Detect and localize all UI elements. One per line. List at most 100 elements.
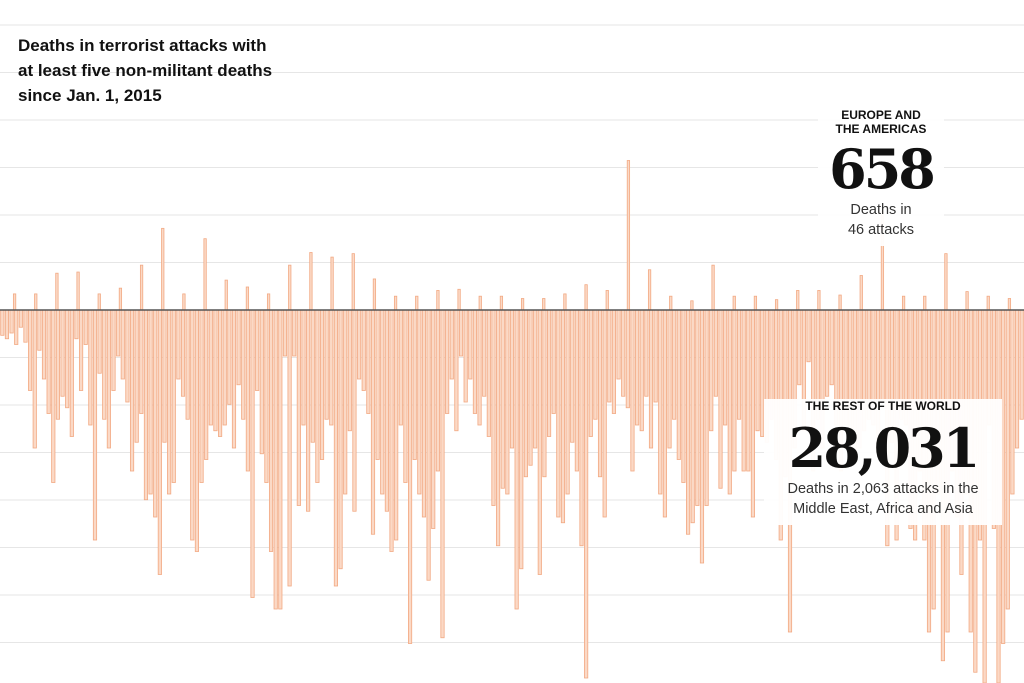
bar-rest-of-world <box>625 309 630 409</box>
bar-rest-of-world <box>227 309 232 405</box>
bar-rest-of-world <box>176 309 181 380</box>
bar-europe-americas <box>1007 298 1012 311</box>
bar-rest-of-world <box>635 309 640 426</box>
bar-rest-of-world <box>412 309 417 460</box>
bar-europe-americas <box>330 256 334 311</box>
bar-rest-of-world <box>445 309 450 414</box>
bar-rest-of-world <box>4 309 10 340</box>
bar-rest-of-world <box>658 309 663 495</box>
bar-rest-of-world <box>560 309 566 524</box>
bar-rest-of-world <box>1005 309 1010 610</box>
bar-rest-of-world <box>579 309 584 547</box>
bar-rest-of-world <box>486 309 491 437</box>
bar-rest-of-world <box>55 309 60 420</box>
bar-rest-of-world <box>537 309 542 575</box>
bar-rest-of-world <box>310 309 315 443</box>
bar-europe-americas <box>499 295 504 311</box>
bar-rest-of-world <box>523 309 528 478</box>
bar-rest-of-world <box>435 309 440 472</box>
bar-rest-of-world <box>727 309 732 495</box>
bar-rest-of-world <box>417 309 422 495</box>
bar-rest-of-world <box>533 309 538 449</box>
bar-rest-of-world <box>588 309 593 437</box>
bar-europe-americas <box>690 300 694 311</box>
bar-rest-of-world <box>574 309 579 472</box>
europe-americas-label: EUROPE AND THE AMERICAS <box>835 108 927 136</box>
bar-europe-americas <box>245 286 250 311</box>
bar-rest-of-world <box>157 309 162 575</box>
rest-of-world-bars <box>0 309 1024 683</box>
bar-rest-of-world <box>723 309 728 426</box>
rest-of-world-total: 28,031 <box>788 416 981 480</box>
bar-rest-of-world <box>718 309 723 489</box>
bar-rest-of-world <box>463 309 468 403</box>
chart-title: Deaths in terrorist attacks with at leas… <box>18 36 273 105</box>
bar-rest-of-world <box>329 309 334 426</box>
bar-rest-of-world <box>190 309 195 541</box>
bar-europe-americas <box>415 295 419 311</box>
bar-rest-of-world <box>278 309 283 610</box>
bar-rest-of-world <box>500 309 505 489</box>
bar-rest-of-world <box>709 309 714 432</box>
bar-rest-of-world <box>1019 309 1024 420</box>
bar-rest-of-world <box>129 309 135 472</box>
bar-rest-of-world <box>449 309 454 380</box>
bar-rest-of-world <box>607 309 612 403</box>
bar-europe-americas <box>605 290 609 311</box>
bar-europe-americas <box>626 160 631 311</box>
bar-rest-of-world <box>88 309 93 426</box>
bar-rest-of-world <box>241 309 246 420</box>
bar-rest-of-world <box>690 309 695 524</box>
bar-europe-americas <box>542 298 546 311</box>
bar-rest-of-world <box>255 309 260 391</box>
bar-rest-of-world <box>333 309 338 587</box>
bar-europe-americas <box>965 291 969 311</box>
bar-rest-of-world <box>18 309 23 328</box>
bar-europe-americas <box>351 253 355 311</box>
bar-rest-of-world <box>676 309 681 460</box>
bar-europe-americas <box>584 284 588 311</box>
bar-rest-of-world <box>315 309 320 483</box>
bar-rest-of-world <box>755 309 760 432</box>
bar-rest-of-world <box>79 309 84 391</box>
bar-rest-of-world <box>528 309 533 466</box>
bar-rest-of-world <box>0 309 5 336</box>
bar-rest-of-world <box>250 309 255 598</box>
bar-rest-of-world <box>69 309 74 437</box>
bar-europe-americas <box>34 293 38 311</box>
bar-europe-americas <box>76 271 80 311</box>
bar-europe-americas <box>161 227 165 311</box>
bar-rest-of-world <box>616 309 621 380</box>
bar-europe-americas <box>266 293 271 311</box>
bar-europe-americas <box>563 293 567 311</box>
bar-rest-of-world <box>829 309 834 386</box>
bar-rest-of-world <box>496 309 501 547</box>
bar-rest-of-world <box>542 309 547 478</box>
bar-rest-of-world <box>218 309 223 437</box>
bar-rest-of-world <box>593 309 598 420</box>
bar-rest-of-world <box>148 309 153 495</box>
bar-rest-of-world <box>681 309 686 483</box>
bar-rest-of-world <box>65 309 70 409</box>
bar-rest-of-world <box>231 309 237 449</box>
bar-rest-of-world <box>301 309 306 426</box>
bar-rest-of-world <box>245 309 250 472</box>
bar-rest-of-world <box>565 309 570 495</box>
bar-rest-of-world <box>370 309 376 535</box>
bar-europe-americas <box>478 295 482 311</box>
bar-rest-of-world <box>208 309 213 426</box>
bar-rest-of-world <box>162 309 167 443</box>
bar-rest-of-world <box>551 309 556 414</box>
bar-rest-of-world <box>102 309 107 420</box>
bar-rest-of-world <box>259 309 264 455</box>
bar-rest-of-world <box>92 309 98 541</box>
bar-rest-of-world <box>672 309 677 420</box>
bar-rest-of-world <box>97 309 102 374</box>
bar-europe-americas <box>12 293 17 311</box>
bar-rest-of-world <box>746 309 751 472</box>
bar-rest-of-world <box>361 309 366 391</box>
bar-europe-americas <box>711 264 715 311</box>
bar-rest-of-world <box>194 309 199 552</box>
bar-rest-of-world <box>222 309 227 426</box>
